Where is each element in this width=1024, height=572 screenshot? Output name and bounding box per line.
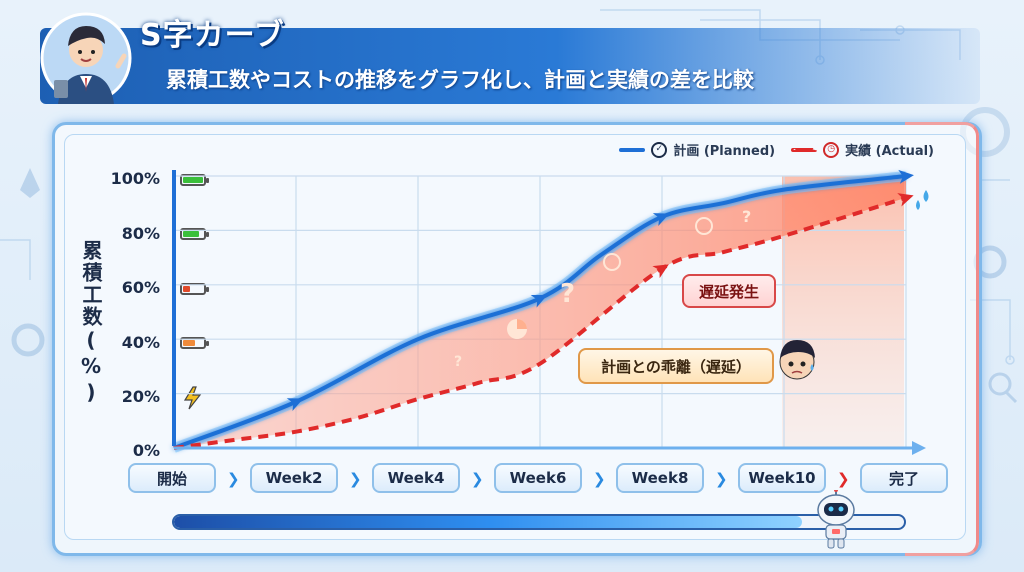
chevron-right-icon: ❯ bbox=[349, 470, 362, 488]
planned-arrowhead-icon bbox=[652, 213, 670, 226]
delay-callout: 遅延発生 bbox=[682, 274, 776, 308]
actual-arrowhead-icon bbox=[897, 193, 914, 207]
chevron-right-icon: ❯ bbox=[471, 470, 484, 488]
gap-area bbox=[174, 176, 906, 448]
planned-arrowhead-icon bbox=[286, 398, 304, 412]
x-tick-week8: Week8 bbox=[616, 463, 704, 493]
svg-text:?: ? bbox=[454, 354, 462, 370]
battery-high-icon bbox=[180, 228, 209, 240]
worried-boy-icon bbox=[779, 340, 815, 380]
page-title: S字カーブ bbox=[140, 18, 285, 53]
planned-line bbox=[173, 174, 907, 450]
x-tick-week4: Week4 bbox=[372, 463, 460, 493]
progress-bar bbox=[172, 514, 906, 530]
battery-full-icon bbox=[180, 174, 209, 186]
chevron-right-icon: ❯ bbox=[227, 470, 240, 488]
x-tick-week2: Week2 bbox=[250, 463, 338, 493]
lightning-icon bbox=[183, 386, 202, 410]
clock-icon: ◷ bbox=[823, 141, 840, 158]
battery-medium-icon bbox=[180, 337, 209, 349]
legend-planned-label: 計画 (Planned) bbox=[673, 144, 776, 159]
x-tick-week6: Week6 bbox=[494, 463, 582, 493]
svg-text:?: ? bbox=[742, 207, 751, 226]
y-tick-label: 40% bbox=[121, 333, 160, 352]
chevron-right-icon: ❯ bbox=[837, 470, 850, 488]
progress-bar-fill bbox=[174, 516, 802, 528]
x-tick-start: 開始 bbox=[128, 463, 216, 493]
robot-mascot-icon bbox=[817, 490, 855, 549]
chevron-right-icon: ❯ bbox=[593, 470, 606, 488]
x-axis-arrowhead bbox=[912, 441, 926, 455]
actual-arrowhead-icon bbox=[652, 264, 669, 279]
x-tick-complete: 完了 bbox=[860, 463, 948, 493]
chart-legend: ✓ 計画 (Planned) ◷ 実績 (Actual) bbox=[619, 140, 934, 159]
check-circle-icon: ✓ bbox=[651, 141, 668, 158]
legend-actual-label: 実績 (Actual) bbox=[845, 144, 934, 159]
y-tick-label: 20% bbox=[121, 387, 160, 406]
pie-chart-decoration-icon bbox=[507, 319, 527, 339]
planned-arrowhead-icon bbox=[898, 169, 914, 184]
gap-callout: 計画との乖離（遅延） bbox=[578, 348, 774, 384]
legend-item-planned: ✓ 計画 (Planned) bbox=[619, 140, 775, 159]
planned-arrowhead-icon bbox=[530, 294, 548, 308]
legend-item-actual: ◷ 実績 (Actual) bbox=[791, 140, 934, 159]
battery-low-icon bbox=[180, 283, 209, 295]
legend-planned-line bbox=[619, 147, 646, 152]
alarm-clock-decoration-icon bbox=[603, 217, 713, 271]
question-mark-decoration: ? ? ? bbox=[454, 207, 751, 370]
legend-actual-line bbox=[791, 147, 818, 152]
svg-text:?: ? bbox=[560, 279, 575, 309]
y-axis-label: 累積工数(%) bbox=[79, 240, 103, 406]
y-tick-label: 100% bbox=[110, 169, 160, 188]
y-tick-label: 80% bbox=[121, 224, 160, 243]
actual-line bbox=[173, 195, 907, 450]
x-tick-week10: Week10 bbox=[738, 463, 826, 493]
y-tick-label: 60% bbox=[121, 278, 160, 297]
y-tick-label: 0% bbox=[132, 441, 160, 460]
page-subtitle: 累積工数やコストの推移をグラフ化し、計画と実績の差を比較 bbox=[166, 68, 754, 92]
chevron-right-icon: ❯ bbox=[715, 470, 728, 488]
sweat-drop-icon bbox=[916, 190, 929, 210]
businessman-avatar-icon bbox=[40, 12, 132, 104]
header-band bbox=[40, 28, 980, 104]
